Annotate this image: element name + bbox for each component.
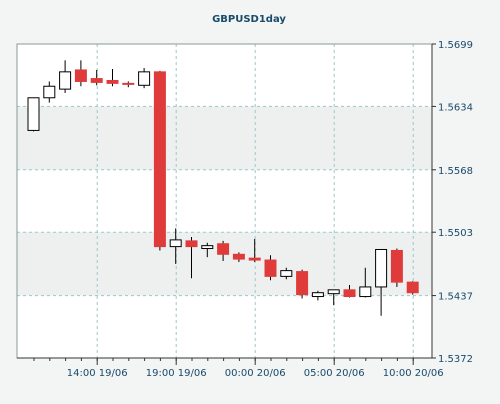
y-tick-label: 1.5503: [438, 228, 473, 239]
x-axis-ticks: 14:00 19/06 19:00 19/06 00:00 20/06 05:00 2…: [33, 358, 444, 379]
candle-body-up: [375, 248, 388, 288]
x-tick-label: 05:00 20/06: [304, 368, 365, 379]
candle: [43, 81, 56, 103]
candle-body-up: [138, 71, 151, 86]
candle-body-up: [59, 71, 72, 90]
candle: [106, 68, 119, 87]
candle-body-down: [248, 257, 261, 261]
candle: [390, 248, 403, 287]
y-tick-label: 1.5437: [438, 292, 473, 303]
y-tick-label: 1.5699: [438, 40, 473, 51]
candle-body-down: [217, 243, 230, 255]
candle-body-down: [296, 271, 309, 296]
x-tick-label: 10:00 20/06: [383, 368, 444, 379]
plot-band: [17, 169, 432, 233]
candle-body-down: [106, 79, 119, 84]
chart-title: GBPUSD1day: [212, 14, 286, 25]
candle-body-down: [264, 259, 277, 277]
plot-band: [17, 232, 432, 296]
candle-body-up: [27, 97, 40, 131]
candle-body-down: [390, 249, 403, 283]
x-tick-label: 19:00 19/06: [146, 368, 207, 379]
candle: [375, 248, 388, 316]
candle: [169, 228, 182, 264]
candle: [217, 240, 230, 262]
candle-body-up: [201, 245, 214, 250]
y-tick-label: 1.5372: [438, 354, 473, 365]
plot-band: [17, 295, 432, 358]
candle-body-down: [74, 69, 87, 82]
x-tick-label: 14:00 19/06: [67, 368, 128, 379]
candle: [232, 252, 245, 262]
candle: [27, 97, 40, 132]
candle: [406, 281, 419, 295]
candle-body-down: [122, 82, 135, 85]
y-tick-label: 1.5634: [438, 102, 473, 113]
candle: [122, 81, 135, 88]
candle-body-down: [153, 71, 166, 248]
candle-body-down: [90, 78, 103, 83]
candle: [201, 242, 214, 258]
y-axis-ticks: 1.5699 1.5634 1.5568 1.5503 1.5437 1.5372: [432, 40, 473, 365]
candle: [59, 60, 72, 93]
axes: [16, 43, 433, 359]
y-tick-label: 1.5568: [438, 166, 473, 177]
candle-body-up: [311, 292, 324, 298]
candle: [74, 60, 87, 87]
plot-band: [17, 106, 432, 170]
grid-lines: [17, 43, 432, 359]
candle: [153, 70, 166, 251]
candle: [311, 290, 324, 301]
candle-body-up: [43, 85, 56, 99]
candle: [185, 237, 198, 279]
candle-body-up: [169, 239, 182, 248]
candle: [280, 267, 293, 280]
candle: [264, 255, 277, 281]
plot-bands: [17, 44, 432, 358]
candle-body-up: [327, 289, 340, 295]
candle: [359, 267, 372, 298]
candle: [90, 69, 103, 86]
candle: [343, 285, 356, 298]
candle: [248, 238, 261, 262]
candle: [327, 289, 340, 306]
candle: [138, 68, 151, 89]
candle: [296, 269, 309, 299]
candle-body-up: [280, 270, 293, 277]
candle-body-down: [406, 281, 419, 294]
candle-body-down: [232, 253, 245, 260]
candle-body-down: [185, 240, 198, 248]
x-tick-label: 00:00 20/06: [225, 368, 286, 379]
candles: [27, 60, 419, 316]
candle-body-up: [359, 286, 372, 298]
candle-body-down: [343, 289, 356, 298]
